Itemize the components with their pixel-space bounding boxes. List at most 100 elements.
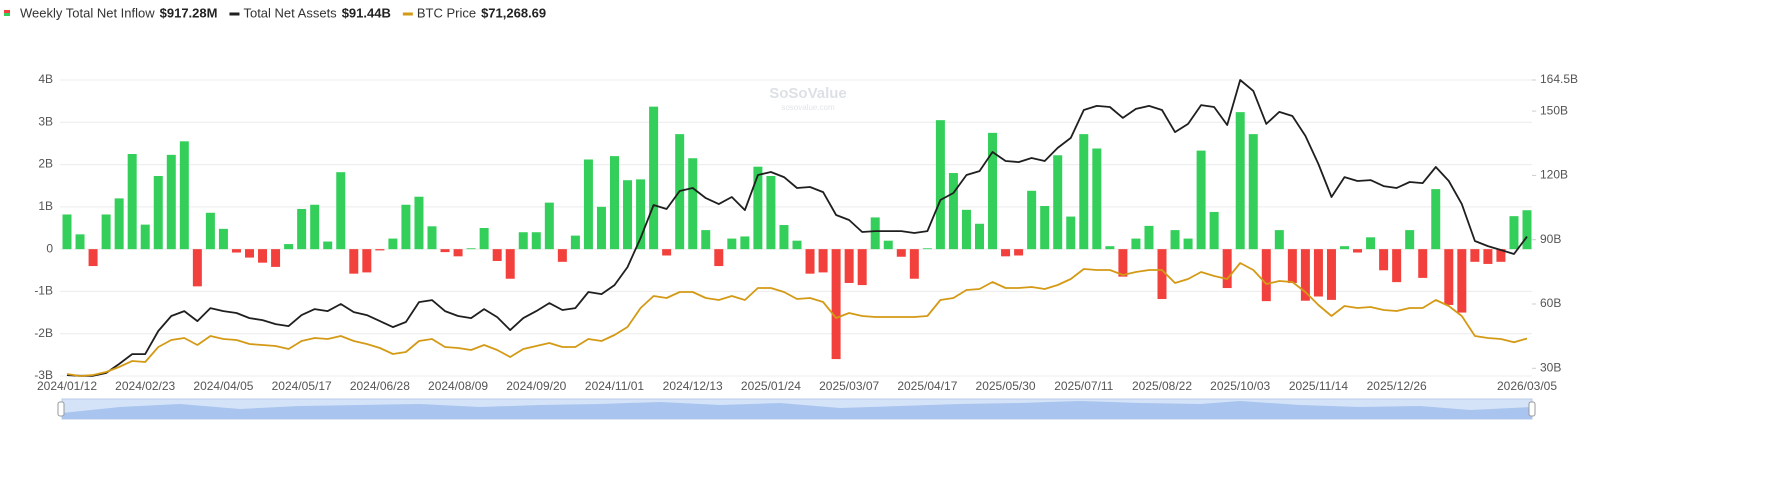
- bar: [310, 204, 320, 250]
- bar: [218, 228, 228, 250]
- bar: [714, 249, 724, 267]
- bar: [1431, 189, 1441, 250]
- bar: [1313, 249, 1323, 297]
- bar: [388, 238, 398, 250]
- y-tick-label: 1B: [38, 199, 53, 213]
- bar: [1509, 216, 1519, 250]
- line: [66, 262, 1528, 377]
- bar: [75, 234, 85, 250]
- bar: [961, 209, 971, 250]
- bar: [1326, 249, 1336, 300]
- bar: [870, 217, 880, 250]
- bar: [192, 249, 202, 287]
- bar: [531, 232, 541, 250]
- legend-value: $917.28M: [160, 5, 218, 20]
- bar: [701, 230, 711, 250]
- bar: [1183, 238, 1193, 250]
- bar: [1392, 249, 1402, 283]
- y2-tick-label: 120B: [1540, 168, 1568, 182]
- bar: [179, 141, 189, 250]
- bar: [544, 202, 554, 250]
- navigator-handle[interactable]: [1528, 401, 1536, 417]
- bar: [518, 232, 528, 250]
- bar: [166, 154, 176, 250]
- bar: [1144, 225, 1154, 250]
- bar: [440, 249, 450, 253]
- bar: [583, 159, 593, 250]
- bar: [1027, 190, 1037, 250]
- bar: [114, 198, 124, 250]
- bar: [1340, 246, 1349, 250]
- y-tick-label: 4B: [38, 72, 53, 86]
- bar: [1353, 249, 1363, 253]
- x-tick-label: 2025/08/22: [1132, 379, 1192, 393]
- bar: [988, 132, 998, 250]
- x-tick-label: 2025/11/14: [1289, 379, 1348, 393]
- bar: [1248, 134, 1258, 250]
- bar: [1405, 230, 1415, 250]
- bar: [1274, 230, 1284, 250]
- x-tick-label: 2024/08/09: [428, 379, 488, 393]
- bar: [492, 249, 502, 261]
- x-tick-label: 2024/04/05: [193, 379, 253, 393]
- bar: [62, 214, 72, 250]
- bar: [1053, 155, 1063, 250]
- x-tick-label: 2024/06/28: [350, 379, 410, 393]
- bar: [1079, 134, 1089, 250]
- legend-label: Total Net Assets: [243, 5, 337, 20]
- bar: [1014, 249, 1024, 256]
- y-tick-label: 2B: [38, 157, 53, 171]
- navigator-handle[interactable]: [57, 401, 65, 417]
- bar: [336, 172, 346, 250]
- bar: [740, 236, 750, 250]
- bar: [844, 249, 854, 283]
- bar: [362, 249, 372, 273]
- legend-value: $91.44B: [342, 5, 391, 20]
- y-tick-label: 3B: [38, 114, 53, 128]
- legend-swatch: [4, 13, 10, 16]
- bar: [271, 249, 281, 267]
- bar: [753, 166, 763, 250]
- bar: [623, 180, 633, 250]
- bar: [1483, 249, 1493, 264]
- bar: [1457, 249, 1467, 313]
- x-tick-label: 2026/03/05: [1497, 379, 1557, 393]
- x-tick-label: 2024/11/01: [585, 379, 644, 393]
- legend-value: $71,268.69: [481, 5, 546, 20]
- bar: [1470, 249, 1480, 262]
- y-tick-label: 0: [46, 241, 53, 255]
- y-tick-label: -2B: [34, 326, 53, 340]
- bar: [245, 249, 254, 258]
- bar: [1196, 150, 1206, 250]
- navigator[interactable]: [57, 398, 1536, 420]
- bar: [831, 249, 841, 360]
- bar: [427, 226, 437, 250]
- bar: [231, 249, 241, 253]
- bar: [649, 106, 659, 250]
- bar: [610, 156, 619, 250]
- y2-tick-label: 60B: [1540, 296, 1561, 310]
- bar: [258, 249, 268, 263]
- bar: [1105, 246, 1115, 250]
- x-tick-label: 2024/01/12: [37, 379, 97, 393]
- y2-tick-label: 150B: [1540, 103, 1568, 117]
- bar: [662, 249, 672, 256]
- bar: [857, 249, 867, 286]
- bar: [140, 224, 150, 250]
- bar: [727, 238, 737, 250]
- x-tick-label: 2025/03/07: [819, 379, 879, 393]
- bar: [375, 249, 385, 251]
- bar: [127, 154, 137, 250]
- watermark: SoSoValue: [769, 85, 847, 102]
- bar: [1001, 249, 1011, 257]
- bar: [570, 235, 580, 250]
- bar: [636, 179, 646, 250]
- x-tick-label: 2025/07/11: [1054, 379, 1113, 393]
- bar: [1131, 238, 1141, 250]
- bar: [1444, 249, 1454, 305]
- legend-label: BTC Price: [417, 5, 476, 20]
- legend: Weekly Total Net Inflow $917.28M Total Net…: [4, 5, 546, 20]
- x-tick-label: 2025/01/24: [741, 379, 801, 393]
- bar: [883, 240, 893, 250]
